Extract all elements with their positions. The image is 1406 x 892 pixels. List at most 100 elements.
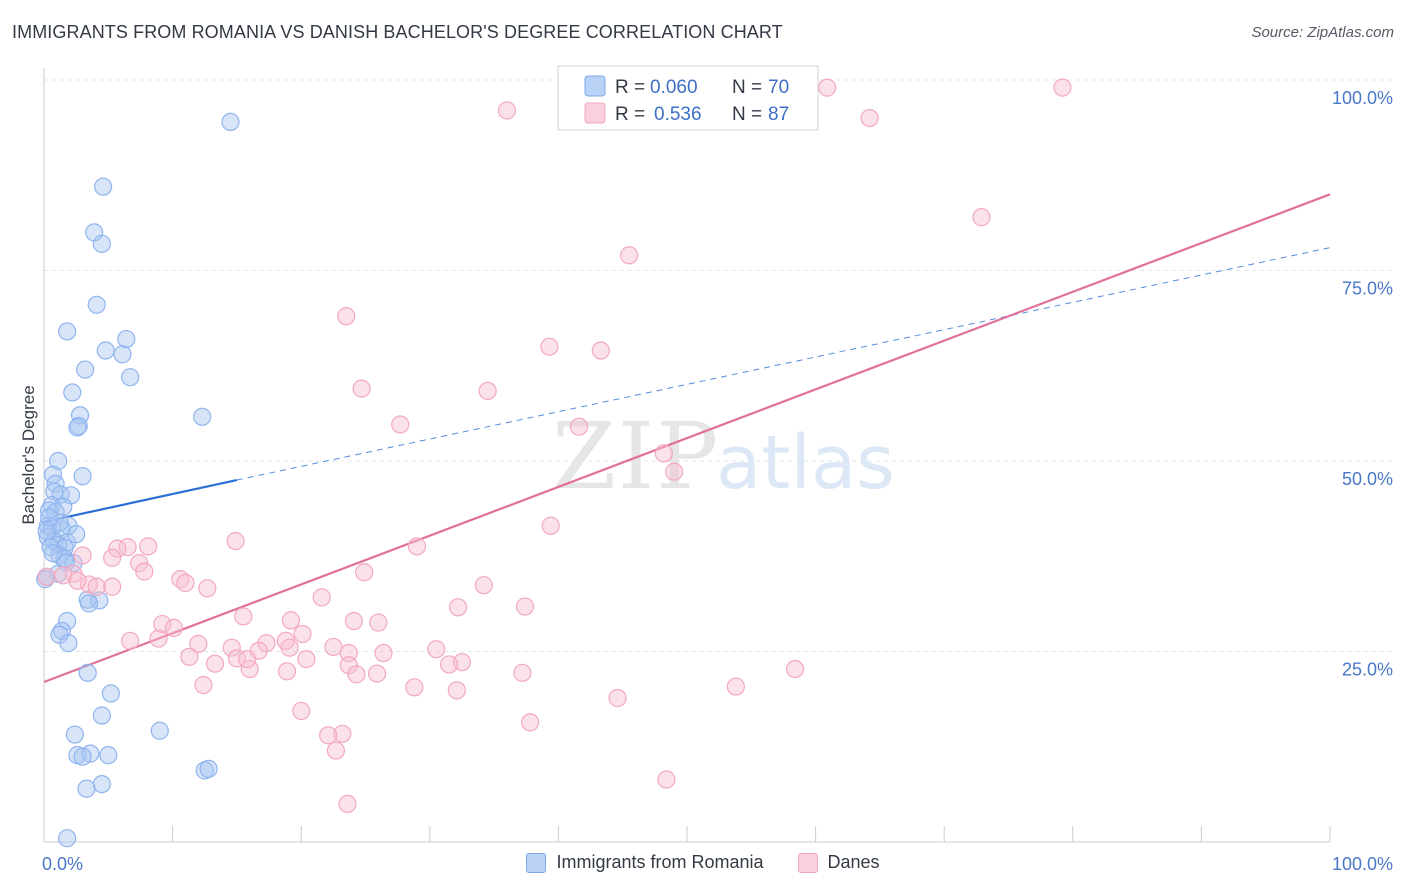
point-romania-9 — [76, 360, 95, 379]
point-romania-50 — [78, 663, 97, 682]
point-danes-39 — [281, 611, 301, 630]
legend-top: R = 0.060 N = 70 R = 0.536 N = 87 — [557, 65, 819, 131]
point-danes-60 — [205, 654, 225, 673]
point-danes-80 — [338, 794, 357, 814]
point-romania-69 — [43, 544, 63, 563]
point-danes-56 — [180, 647, 199, 666]
point-danes-65 — [367, 664, 387, 683]
point-danes-51 — [280, 638, 299, 657]
point-romania-6 — [117, 329, 136, 349]
source-credit: Source: ZipAtlas.com — [1251, 24, 1394, 41]
legend-n-label-2: N = — [732, 104, 762, 125]
point-danes-37 — [515, 597, 535, 616]
point-romania-51 — [101, 684, 120, 703]
point-danes-57 — [227, 649, 246, 668]
point-danes-71 — [726, 677, 745, 696]
axes — [43, 68, 1331, 843]
point-danes-36 — [448, 598, 468, 617]
point-danes-75 — [333, 724, 352, 743]
point-danes-47 — [149, 629, 168, 648]
point-romania-65 — [37, 522, 56, 541]
point-romania-5 — [58, 322, 77, 341]
point-danes-34 — [474, 576, 493, 595]
point-danes-41 — [369, 613, 388, 632]
point-danes-64 — [277, 662, 297, 681]
point-danes-69 — [194, 675, 213, 695]
point-danes-18 — [226, 531, 245, 551]
point-danes-7 — [620, 246, 639, 265]
point-danes-19 — [407, 537, 427, 556]
point-romania-46 — [58, 611, 77, 631]
bottom-legend: Immigrants from Romania Danes — [0, 852, 1406, 873]
point-danes-17 — [541, 516, 560, 535]
point-danes-85 — [238, 650, 257, 669]
watermark: ZIP atlas — [552, 403, 895, 510]
point-danes-74 — [292, 701, 311, 721]
legend-n-value-2: 87 — [768, 104, 789, 125]
tick-labels: 25.0% 50.0% 75.0% 100.0% 0.0% 100.0% — [42, 88, 1393, 874]
point-danes-25 — [135, 562, 154, 581]
point-danes-77 — [521, 713, 540, 732]
legend-swatch-romania-bottom — [526, 852, 547, 873]
point-danes-70 — [405, 678, 424, 697]
point-danes-35 — [312, 588, 331, 607]
point-romania-8 — [113, 345, 132, 364]
point-danes-23 — [103, 548, 122, 567]
point-romania-0 — [221, 112, 240, 132]
gridlines — [44, 79, 1392, 652]
point-danes-31 — [198, 579, 217, 598]
point-danes-10 — [591, 341, 610, 360]
point-danes-3 — [818, 78, 837, 97]
point-romania-7 — [96, 341, 115, 360]
point-romania-67 — [40, 508, 59, 527]
legend-n-value-1: 70 — [768, 77, 789, 98]
point-danes-8 — [337, 307, 356, 326]
legend-r-label-2: R = — [615, 104, 645, 125]
point-danes-6 — [972, 208, 991, 227]
point-romania-1 — [94, 177, 113, 196]
point-danes-50 — [324, 637, 343, 657]
point-romania-68 — [67, 525, 86, 544]
legend-label-danes: Danes — [827, 852, 880, 872]
y-tick-label-0: 25.0% — [1342, 660, 1393, 680]
y-tick-label-3: 100.0% — [1332, 88, 1393, 108]
point-danes-16 — [665, 462, 684, 481]
point-romania-58 — [99, 746, 118, 765]
point-danes-68 — [785, 659, 805, 679]
point-danes-84 — [73, 546, 92, 565]
point-romania-45 — [79, 594, 99, 613]
point-danes-66 — [347, 665, 366, 684]
point-danes-0 — [497, 101, 517, 120]
point-danes-26 — [355, 563, 374, 582]
point-danes-48 — [257, 634, 276, 653]
point-romania-19 — [46, 474, 65, 493]
point-romania-16 — [49, 451, 68, 471]
point-danes-81 — [37, 567, 56, 586]
point-romania-18 — [73, 467, 92, 486]
y-axis-label: Bachelor's Degree — [19, 385, 38, 524]
point-danes-40 — [344, 611, 364, 631]
point-romania-62 — [77, 779, 96, 798]
legend-swatch-danes — [584, 102, 606, 124]
legend-swatch-danes-bottom — [797, 852, 818, 873]
data-points — [36, 78, 1072, 848]
point-romania-10 — [121, 368, 140, 387]
legend-n-label-1: N = — [732, 77, 762, 98]
point-danes-62 — [339, 656, 358, 675]
point-romania-15 — [68, 418, 87, 437]
trend-lines — [43, 193, 1331, 684]
point-romania-66 — [50, 513, 69, 532]
point-romania-44 — [90, 591, 109, 610]
point-danes-4 — [1053, 78, 1072, 97]
point-danes-11 — [352, 379, 371, 398]
y-tick-label-1: 50.0% — [1342, 469, 1393, 489]
x-tick-label-0: 0.0% — [42, 854, 83, 874]
legend-item-romania: Immigrants from Romania — [526, 852, 764, 873]
point-danes-72 — [447, 681, 466, 700]
point-danes-86 — [374, 643, 393, 663]
legend-r-value-2: 0.536 — [654, 104, 702, 125]
legend-item-danes: Danes — [797, 852, 880, 873]
legend-label-romania: Immigrants from Romania — [556, 852, 764, 872]
point-danes-79 — [657, 770, 676, 789]
